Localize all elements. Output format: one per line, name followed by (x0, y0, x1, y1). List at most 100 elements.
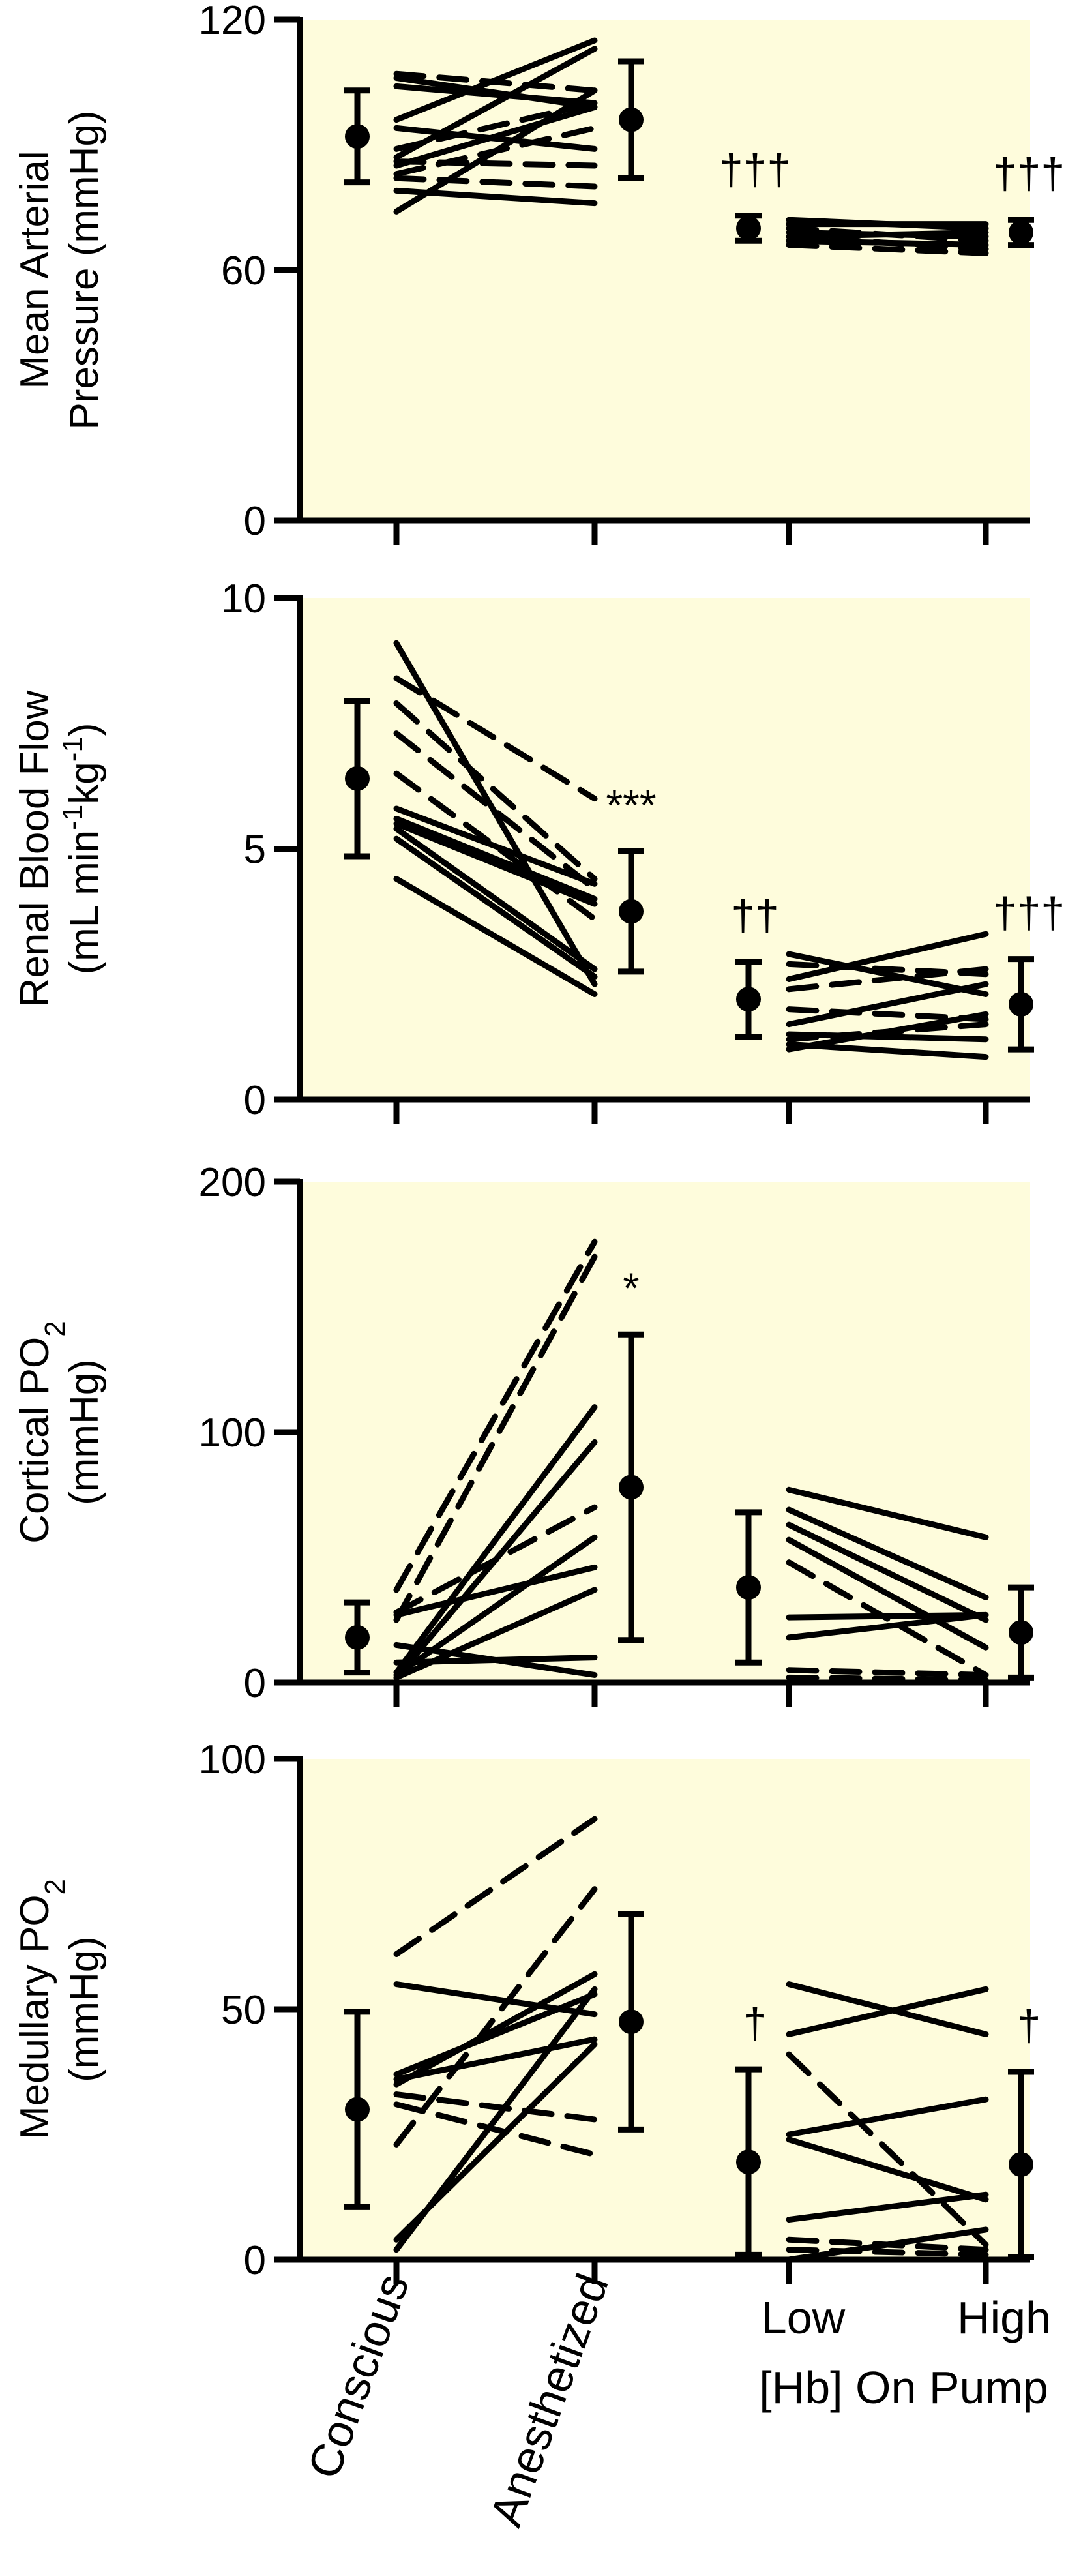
subject-line (786, 1674, 989, 1683)
significance-mark: ††† (993, 889, 1065, 937)
y-axis-label: Renal Blood Flow (mL min-1kg-1) (12, 690, 107, 1007)
y-axis-label: Mean Arterial Pressure (mmHg) (12, 110, 107, 429)
subject-line (786, 225, 989, 244)
subject-line (786, 2191, 989, 2223)
y-tick-label: 0 (244, 1661, 266, 1706)
subject-line (393, 1655, 598, 1666)
subject-line (393, 805, 598, 887)
subject-line (786, 2247, 989, 2258)
subject-line (786, 1486, 989, 1540)
y-tick-label: 50 (221, 1988, 266, 2033)
subject-line (393, 2091, 598, 2123)
y-axis-label: Medullary PO2(mmHg) (12, 1879, 107, 2140)
subject-line (786, 1536, 989, 1651)
subject-line (393, 70, 598, 94)
x-axis-labels: Conscious Anesthetized Low High [Hb] On … (298, 2267, 1051, 2532)
mean-point (1009, 220, 1033, 245)
subject-line (393, 675, 598, 802)
mean-point (619, 1475, 644, 1500)
subject-line (393, 770, 598, 922)
mean-point (1009, 991, 1033, 1017)
subject-line (786, 2136, 989, 2203)
y-tick-label: 200 (199, 1160, 266, 1205)
x-label-conscious: Conscious (298, 2267, 419, 2485)
mean-point (619, 107, 644, 132)
y-tick-label: 10 (221, 577, 266, 622)
y-tick-label: 0 (244, 2238, 266, 2283)
subject-line (786, 233, 989, 252)
subject-line (786, 1521, 989, 1623)
subject-line (393, 46, 598, 160)
subject-line (786, 1559, 989, 1678)
chart-panel: 0 60 120 Mean Arterial Pressure (mmHg) ††† ††† (12, 0, 1065, 545)
subject-line (393, 158, 598, 169)
mean-point (345, 1625, 370, 1650)
subject-line (393, 820, 598, 907)
subject-line (786, 966, 989, 993)
y-tick-label: 0 (244, 499, 266, 544)
mean-point (736, 2149, 761, 2175)
y-tick-label: 5 (244, 828, 266, 873)
mean-point (345, 124, 370, 149)
significance-mark: ††† (993, 149, 1065, 198)
subject-line (393, 1504, 598, 1615)
subject-line (786, 242, 989, 256)
subject-line (786, 1021, 989, 1043)
subject-line (786, 981, 989, 1028)
mean-point (619, 2009, 644, 2035)
subject-line (393, 1991, 598, 2078)
subject-line (786, 2236, 989, 2253)
significance-mark: † (1017, 2001, 1041, 2050)
subject-line (786, 961, 989, 978)
subject-line (393, 1816, 598, 1958)
subject-line (393, 125, 598, 177)
x-label-high: High (957, 2292, 1051, 2343)
subject-line (786, 1667, 989, 1678)
subject-line (786, 1611, 989, 1641)
mean-point (619, 899, 644, 924)
significance-mark: * (623, 1264, 640, 1312)
subject-line (393, 835, 598, 980)
subject-line (786, 1986, 989, 2037)
subject-line (786, 951, 989, 998)
mean-point (736, 1575, 761, 1600)
subject-line (786, 2096, 989, 2138)
plot-background (300, 20, 1030, 520)
subject-line (786, 1506, 989, 1600)
subject-line (393, 1971, 598, 2088)
x-label-anesthetized: Anesthetized (480, 2267, 618, 2532)
significance-mark: † (743, 1999, 767, 2047)
subject-line (393, 187, 598, 207)
mean-point (1009, 2152, 1033, 2178)
subject-line (393, 826, 598, 972)
y-tick-label: 60 (221, 248, 266, 293)
x-label-low: Low (762, 2292, 846, 2343)
y-axis-label: Cortical PO2(mmHg) (12, 1321, 107, 1543)
subject-line (786, 2051, 989, 2248)
subject-line (393, 1886, 598, 2148)
subject-line (393, 815, 598, 902)
x-group-label: [Hb] On Pump (759, 2362, 1048, 2413)
subject-line (393, 1404, 598, 1676)
subject-line (393, 2101, 598, 2158)
subject-line (393, 83, 598, 106)
chart-panel: 0 50 100 Medullary PO2(mmHg) † † (12, 1737, 1041, 2284)
subject-line (393, 2036, 598, 2083)
subject-line (393, 1986, 598, 2253)
significance-mark: ††† (719, 145, 791, 194)
mean-point (736, 216, 761, 241)
subject-line (393, 730, 598, 892)
mean-point (736, 987, 761, 1012)
subject-line (393, 100, 598, 152)
y-tick-label: 120 (199, 0, 266, 43)
subject-line (393, 1238, 598, 1593)
chart-panel: 0 100 200 Cortical PO2(mmHg) * (12, 1160, 1034, 1707)
subject-line (393, 175, 598, 190)
subject-line (393, 104, 598, 169)
subject-line (393, 1253, 598, 1623)
mean-point (345, 2097, 370, 2122)
subject-line (393, 700, 598, 882)
subject-line (393, 876, 598, 998)
